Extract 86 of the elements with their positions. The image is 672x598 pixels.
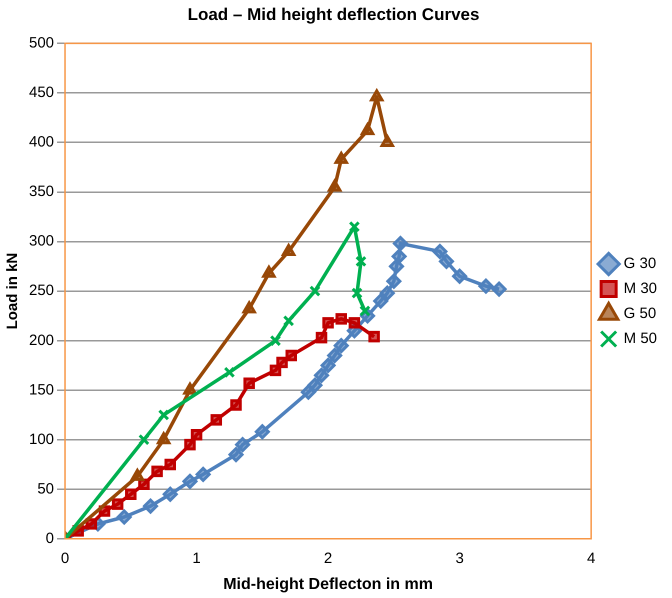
- y-tick-label: 450: [28, 84, 54, 102]
- point: [307, 378, 322, 393]
- point: [138, 434, 150, 446]
- point: [300, 384, 316, 400]
- point: [334, 338, 349, 354]
- point: [116, 510, 132, 525]
- point: [373, 294, 388, 309]
- x-tick-label: 4: [586, 550, 596, 567]
- y-tick-label: 150: [28, 381, 54, 398]
- point: [151, 466, 163, 478]
- y-tick-label: 50: [37, 480, 54, 498]
- point: [228, 447, 244, 462]
- x-axis-title: Mid-height Deflecton in mm: [223, 576, 433, 593]
- point: [368, 330, 380, 342]
- point: [138, 478, 150, 490]
- point: [282, 315, 294, 327]
- legend-label: M 30: [624, 280, 658, 298]
- point: [492, 282, 507, 297]
- point: [322, 317, 334, 329]
- point: [432, 244, 448, 259]
- legend-label: G 50: [624, 305, 656, 322]
- point: [478, 278, 494, 294]
- point: [125, 488, 137, 500]
- point: [182, 474, 198, 489]
- point: [224, 366, 236, 378]
- point: [309, 285, 321, 297]
- point: [348, 317, 360, 329]
- point: [360, 123, 374, 136]
- point: [380, 134, 394, 147]
- point: [388, 258, 404, 274]
- point: [270, 334, 282, 346]
- chart-title: Load – Mid height deflection Curves: [188, 4, 480, 24]
- point: [162, 486, 178, 502]
- point: [327, 348, 342, 363]
- point: [112, 498, 124, 510]
- point: [392, 236, 408, 252]
- point: [452, 268, 468, 284]
- legend-label: M 50: [624, 330, 658, 348]
- point: [386, 274, 402, 289]
- point: [348, 220, 360, 232]
- y-tick-label: 300: [28, 232, 54, 250]
- y-tick-label: 250: [28, 282, 54, 300]
- point: [243, 378, 255, 389]
- point: [328, 180, 342, 192]
- point: [262, 266, 276, 278]
- point: [438, 254, 454, 269]
- point: [235, 437, 250, 452]
- point: [314, 368, 330, 383]
- y-tick-label: 350: [28, 183, 54, 200]
- point: [380, 286, 395, 301]
- y-tick-label: 400: [28, 134, 54, 151]
- point: [210, 414, 222, 426]
- point: [282, 244, 296, 256]
- point: [270, 364, 282, 376]
- point: [336, 313, 347, 325]
- point: [351, 287, 363, 299]
- x-tick-label: 2: [324, 550, 332, 567]
- y-tick-label: 0: [46, 530, 54, 547]
- legend-label: G 30: [624, 255, 656, 272]
- point: [196, 466, 211, 482]
- point: [276, 356, 288, 368]
- point: [242, 301, 256, 314]
- point: [190, 429, 202, 441]
- x-tick-label: 1: [192, 550, 201, 567]
- y-axis-title: Load in kN: [4, 252, 22, 330]
- point: [370, 89, 384, 102]
- point: [334, 152, 348, 164]
- point: [183, 382, 197, 395]
- point: [164, 458, 176, 470]
- y-tick-label: 100: [28, 430, 54, 448]
- x-tick-label: 0: [60, 550, 70, 567]
- point: [230, 399, 242, 411]
- y-tick-label: 200: [28, 332, 54, 349]
- point: [355, 256, 367, 268]
- point: [184, 438, 196, 450]
- point: [254, 424, 270, 440]
- point: [320, 358, 336, 373]
- y-tick-label: 500: [28, 34, 54, 52]
- point: [156, 432, 170, 444]
- point: [392, 248, 407, 264]
- point: [286, 350, 298, 362]
- point: [86, 518, 98, 530]
- point: [158, 409, 170, 421]
- point: [316, 332, 328, 344]
- x-tick-label: 3: [455, 550, 464, 567]
- point: [143, 498, 158, 514]
